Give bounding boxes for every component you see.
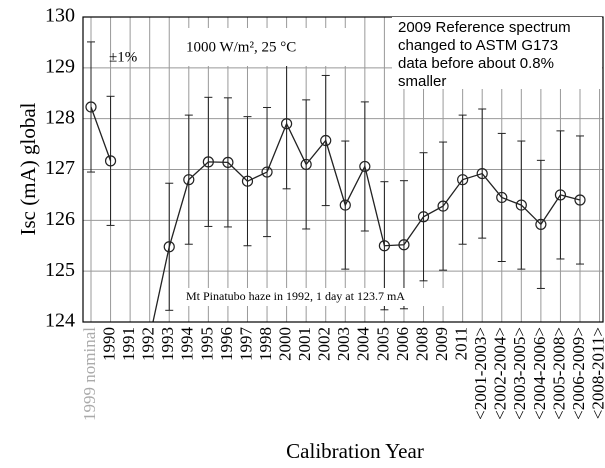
error-bar <box>399 180 408 310</box>
error-bar <box>419 152 428 282</box>
error-bar <box>360 101 369 232</box>
y-tick-label: 124 <box>45 310 75 332</box>
data-point <box>85 101 97 113</box>
x-tick-label: <2005-2008> <box>549 327 568 420</box>
error-bar <box>517 140 526 270</box>
data-point <box>535 218 547 230</box>
error-bar <box>243 116 252 247</box>
reference-box <box>392 17 602 89</box>
x-tick-label: 1999 nominal <box>80 327 99 421</box>
error-bar <box>263 106 272 238</box>
error-bar <box>223 97 232 228</box>
x-tick-label: 2008 <box>412 327 431 361</box>
reference-note-line: 2009 Reference spectrum <box>398 19 571 36</box>
y-tick-label: 130 <box>45 5 75 27</box>
x-tick-label: 1992 <box>139 327 158 361</box>
x-tick-label: 1996 <box>217 327 236 361</box>
data-point <box>202 156 214 168</box>
x-tick-label: 2004 <box>354 327 373 362</box>
pinatubo-box <box>180 288 448 306</box>
x-tick-label: <2003-2005> <box>510 327 529 420</box>
plot-frame <box>82 16 604 323</box>
data-point <box>261 166 273 178</box>
data-point <box>476 167 488 180</box>
data-point <box>281 118 293 130</box>
x-tick-label: 2002 <box>315 327 334 361</box>
data-point <box>339 199 351 211</box>
x-tick-label: 1995 <box>197 327 216 361</box>
y-tick-label: 128 <box>45 106 75 128</box>
conditions-note: 1000 W/m², 25 °C <box>186 39 296 55</box>
error-bar <box>478 108 487 239</box>
x-tick-label: 2006 <box>393 327 412 361</box>
x-tick-label: 1991 <box>119 327 138 361</box>
data-point <box>417 211 430 223</box>
data-point <box>241 175 254 187</box>
error-bar <box>321 74 330 207</box>
x-axis-title: Calibration Year <box>286 439 424 463</box>
x-tick-label: 1993 <box>158 327 177 361</box>
error-bar <box>341 140 350 270</box>
x-tick-label: 2005 <box>373 327 392 361</box>
x-tick-label: <2004-2006> <box>530 327 549 420</box>
data-point <box>398 239 410 251</box>
x-tick-label: <2002-2004> <box>491 327 510 420</box>
error-note: ±1% <box>109 49 137 65</box>
y-tick-label: 125 <box>45 259 75 281</box>
error-bar <box>556 130 565 260</box>
plot-area <box>85 41 586 322</box>
y-axis-title: Isc (mA) global <box>16 102 40 235</box>
data-point <box>163 241 175 253</box>
data-point <box>574 194 586 206</box>
error-bar <box>106 95 115 226</box>
data-point <box>359 160 371 173</box>
data-point <box>515 199 527 211</box>
error-bar <box>87 41 95 173</box>
x-tick-label: 1994 <box>178 327 197 362</box>
data-point <box>104 155 117 167</box>
y-tick-label: 126 <box>45 208 75 230</box>
error-bar <box>204 96 213 227</box>
data-point <box>554 189 567 201</box>
data-point <box>496 191 508 204</box>
error-bar <box>497 132 506 263</box>
x-tick-label: 2003 <box>334 327 353 361</box>
x-tick-label: <2006-2009> <box>569 327 588 420</box>
pinatubo-note: Mt Pinatubo haze in 1992, 1 day at 123.7… <box>186 289 405 303</box>
data-point <box>183 174 195 186</box>
error-bar <box>439 141 448 271</box>
conditions-box <box>172 28 362 66</box>
x-tick-label: 1997 <box>236 327 255 362</box>
error-bar <box>184 114 193 245</box>
data-point <box>457 174 469 186</box>
error-bar <box>536 159 545 289</box>
x-tick-label: 1998 <box>256 327 275 361</box>
reference-note-line: data before about 0.8% <box>398 55 554 72</box>
error-bar <box>458 114 467 245</box>
error-bar <box>576 135 584 265</box>
x-tick-label: <2008-2011> <box>588 327 605 419</box>
data-point <box>222 156 234 168</box>
y-tick-label: 127 <box>45 157 75 179</box>
x-tick-label: 2000 <box>276 327 295 361</box>
data-point <box>437 200 449 212</box>
reference-note-line: smaller <box>398 73 446 90</box>
y-tick-label: 129 <box>45 55 75 77</box>
error-bar <box>165 182 174 311</box>
error-bar <box>302 99 311 230</box>
data-point <box>378 240 390 252</box>
data-point <box>300 158 312 171</box>
reference-note-line: changed to ASTM G173 <box>398 37 558 54</box>
x-tick-label: 2001 <box>295 327 314 361</box>
x-tick-label: <2001-2003> <box>471 327 490 420</box>
x-tick-label: 2011 <box>452 327 471 360</box>
data-point <box>320 134 332 147</box>
x-tick-label: 1990 <box>99 327 118 361</box>
x-tick-label: 2009 <box>432 327 451 361</box>
